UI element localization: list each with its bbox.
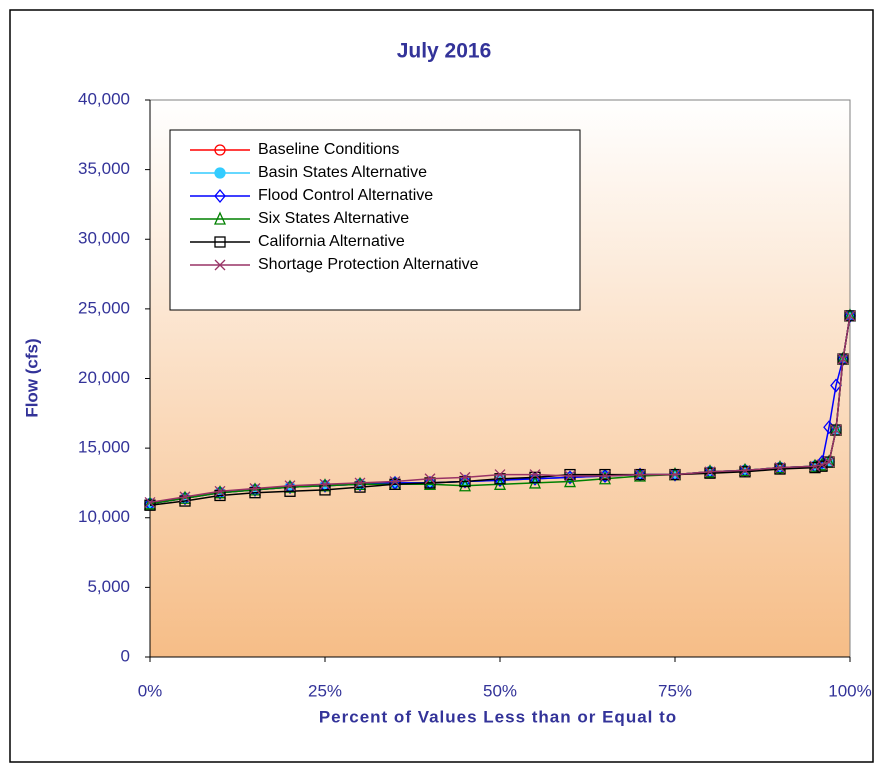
marker	[844, 310, 856, 322]
legend-label: Six States Alternative	[258, 210, 409, 227]
marker	[739, 466, 751, 478]
legend-label: California Alternative	[258, 233, 405, 250]
y-tick-label: 30,000	[78, 229, 130, 248]
marker	[837, 353, 849, 365]
marker	[704, 467, 716, 479]
y-axis-label: Flow (cfs)	[22, 338, 41, 417]
marker	[529, 469, 541, 481]
y-tick-label: 5,000	[87, 577, 130, 596]
marker	[563, 473, 577, 488]
marker	[529, 471, 541, 484]
marker	[809, 460, 821, 472]
legend-label: Flood Control Alternative	[258, 187, 433, 204]
marker	[816, 455, 828, 470]
marker	[214, 236, 226, 248]
x-tick-label: 50%	[483, 681, 517, 700]
y-tick-label: 10,000	[78, 507, 130, 526]
legend-label: Baseline Conditions	[258, 141, 399, 158]
marker	[633, 468, 647, 482]
marker	[143, 496, 157, 510]
marker	[669, 467, 681, 482]
marker	[774, 463, 786, 475]
y-tick-label: 35,000	[78, 159, 130, 178]
marker	[634, 469, 646, 481]
marker	[284, 480, 296, 492]
marker	[214, 259, 226, 271]
x-tick-label: 25%	[308, 681, 342, 700]
marker	[739, 464, 751, 476]
series-line	[149, 315, 851, 506]
marker	[214, 485, 226, 497]
marker	[830, 378, 842, 393]
y-tick-label: 25,000	[78, 298, 130, 317]
marker	[830, 424, 842, 436]
marker	[494, 469, 506, 481]
marker	[214, 167, 226, 179]
marker	[424, 473, 436, 485]
marker	[319, 478, 331, 490]
marker	[144, 499, 156, 511]
y-tick-label: 0	[121, 646, 130, 665]
marker	[459, 471, 471, 483]
x-tick-label: 100%	[828, 681, 871, 700]
marker	[704, 466, 716, 478]
marker	[354, 477, 366, 489]
y-tick-label: 40,000	[78, 89, 130, 108]
legend-box	[169, 129, 581, 311]
x-axis-label: Percent of Values Less than or Equal to	[319, 707, 677, 726]
marker	[179, 491, 191, 503]
marker	[214, 144, 226, 156]
marker	[389, 478, 401, 490]
marker	[669, 469, 681, 481]
marker	[564, 468, 576, 481]
y-tick-label: 20,000	[78, 368, 130, 387]
x-tick-label: 75%	[658, 681, 692, 700]
marker	[599, 468, 611, 481]
marker	[458, 478, 472, 492]
marker	[389, 476, 401, 488]
chart-title: July 2016	[397, 40, 492, 63]
marker	[599, 470, 611, 482]
legend-label: Shortage Protection Alternative	[258, 256, 479, 273]
marker	[823, 456, 835, 468]
x-tick-label: 0%	[138, 681, 163, 700]
marker	[423, 476, 437, 490]
marker	[214, 188, 226, 204]
marker	[459, 474, 471, 489]
marker	[353, 476, 367, 490]
y-tick-label: 15,000	[78, 438, 130, 457]
marker	[249, 483, 261, 494]
marker	[213, 211, 227, 225]
marker	[774, 462, 786, 474]
marker	[144, 496, 156, 508]
marker	[844, 308, 856, 323]
legend-label: Basin States Alternative	[258, 164, 427, 181]
marker	[816, 459, 828, 471]
marker	[564, 470, 576, 482]
marker	[844, 310, 856, 322]
legend: Baseline Conditions Basin States Alternat…	[169, 129, 581, 311]
